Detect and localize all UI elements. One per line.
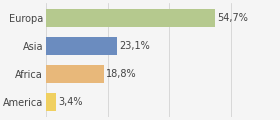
- Bar: [46, 9, 214, 27]
- Text: 18,8%: 18,8%: [106, 69, 137, 79]
- Text: 23,1%: 23,1%: [120, 41, 150, 51]
- Bar: [46, 93, 56, 111]
- Text: 54,7%: 54,7%: [217, 13, 248, 23]
- Text: 3,4%: 3,4%: [59, 97, 83, 107]
- Bar: [46, 65, 104, 83]
- Bar: [46, 37, 117, 55]
